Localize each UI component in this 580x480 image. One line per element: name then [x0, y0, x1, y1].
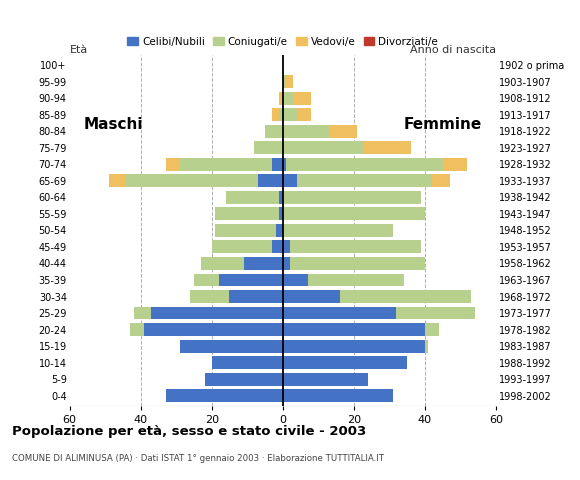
Bar [283, 75, 287, 88]
Legend: Celibi/Nubili, Coniugati/e, Vedovi/e, Divorziati/e: Celibi/Nubili, Coniugati/e, Vedovi/e, Di… [123, 32, 443, 51]
Bar [279, 207, 283, 220]
Bar [151, 307, 283, 320]
Bar [283, 389, 393, 402]
Bar [279, 92, 283, 105]
Bar [258, 174, 283, 187]
Bar [425, 323, 439, 336]
Bar [283, 141, 364, 154]
Bar [283, 240, 290, 253]
Bar [397, 307, 474, 320]
Bar [293, 92, 311, 105]
Bar [279, 108, 283, 121]
Bar [297, 108, 311, 121]
Text: Popolazione per età, sesso e stato civile - 2003: Popolazione per età, sesso e stato civil… [12, 425, 366, 438]
Bar [215, 224, 276, 237]
Bar [283, 224, 393, 237]
Bar [283, 257, 290, 270]
Bar [283, 207, 425, 220]
Bar [283, 290, 339, 303]
Bar [283, 274, 307, 287]
Bar [339, 290, 471, 303]
Bar [283, 323, 425, 336]
Bar [283, 158, 287, 171]
Bar [283, 108, 297, 121]
Bar [276, 224, 283, 237]
Bar [244, 257, 283, 270]
Text: COMUNE DI ALIMINUSA (PA) · Dati ISTAT 1° gennaio 2003 · Elaborazione TUTTITALIA.: COMUNE DI ALIMINUSA (PA) · Dati ISTAT 1°… [12, 454, 383, 463]
Bar [283, 340, 425, 352]
Bar [432, 174, 450, 187]
Bar [283, 191, 421, 204]
Bar [283, 356, 407, 369]
Bar [226, 191, 279, 204]
Bar [144, 323, 283, 336]
Bar [283, 92, 293, 105]
Bar [130, 323, 144, 336]
Bar [425, 340, 429, 352]
Bar [307, 274, 404, 287]
Bar [272, 158, 283, 171]
Bar [254, 141, 283, 154]
Bar [287, 75, 293, 88]
Text: Anno di nascita: Anno di nascita [410, 45, 496, 55]
Bar [212, 240, 272, 253]
Bar [190, 290, 230, 303]
Bar [297, 174, 432, 187]
Bar [283, 125, 329, 138]
Bar [126, 174, 258, 187]
Text: Età: Età [70, 45, 88, 55]
Bar [283, 372, 368, 385]
Bar [230, 290, 283, 303]
Bar [212, 356, 283, 369]
Bar [364, 141, 411, 154]
Bar [279, 191, 283, 204]
Bar [443, 158, 467, 171]
Bar [201, 257, 244, 270]
Bar [165, 158, 180, 171]
Bar [290, 240, 421, 253]
Bar [180, 158, 272, 171]
Bar [133, 307, 151, 320]
Bar [283, 307, 397, 320]
Bar [180, 340, 283, 352]
Text: Femmine: Femmine [404, 118, 481, 132]
Bar [215, 207, 279, 220]
Bar [272, 240, 283, 253]
Bar [108, 174, 126, 187]
Bar [329, 125, 357, 138]
Text: Maschi: Maschi [84, 118, 143, 132]
Bar [265, 125, 283, 138]
Bar [287, 158, 443, 171]
Bar [283, 174, 297, 187]
Bar [272, 108, 279, 121]
Bar [194, 274, 219, 287]
Bar [165, 389, 283, 402]
Bar [219, 274, 283, 287]
Bar [205, 372, 283, 385]
Bar [290, 257, 425, 270]
